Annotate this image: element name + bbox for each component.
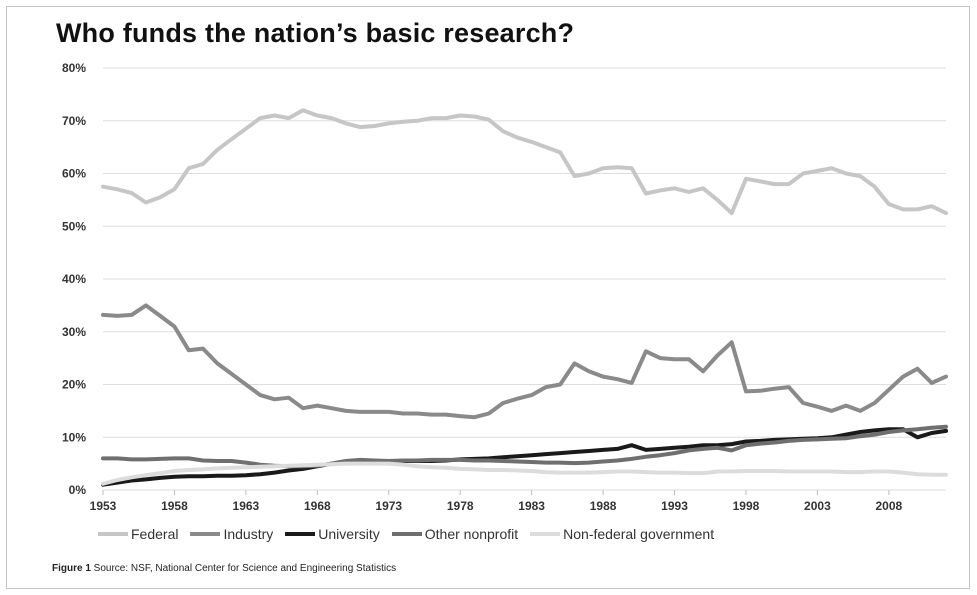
figure-caption: Figure 1 Source: NSF, National Center fo… <box>52 563 396 574</box>
x-tick-label: 1998 <box>733 499 760 513</box>
x-tick-label: 1983 <box>518 499 545 513</box>
x-tick-label: 1958 <box>161 499 188 513</box>
x-tick-label: 2008 <box>875 499 902 513</box>
x-tick-label: 1953 <box>90 499 117 513</box>
y-tick-label: 10% <box>62 430 86 444</box>
y-tick-label: 30% <box>62 325 86 339</box>
legend-label: University <box>318 526 380 542</box>
legend: Federal Industry University Other nonprofit… <box>98 524 726 544</box>
y-tick-label: 50% <box>62 219 86 233</box>
legend-swatch <box>98 532 128 536</box>
legend-swatch <box>530 532 561 536</box>
series-line-industry <box>101 303 948 420</box>
chart-title: Who funds the nation’s basic research? <box>56 18 575 48</box>
y-axis-ticks: 0% 10% 20% 30% 40% 50% 60% 70% 80% <box>62 61 86 497</box>
y-tick-label: 20% <box>62 378 86 392</box>
y-tick-label: 60% <box>62 167 86 181</box>
legend-label: Federal <box>131 526 179 542</box>
figure-source: Source: NSF, National Center for Science… <box>90 563 397 574</box>
x-tick-label: 1988 <box>590 499 617 513</box>
x-tick-label: 1978 <box>447 499 474 513</box>
x-axis-ticks: 1953 1958 1963 1968 1973 1978 1983 1988 1993 1998… <box>90 490 903 513</box>
series-line-other-nonprofit <box>101 424 948 469</box>
series-lines <box>101 108 948 487</box>
chart-frame <box>6 6 970 589</box>
x-tick-label: 1968 <box>304 499 331 513</box>
x-tick-label: 1963 <box>233 499 260 513</box>
y-tick-label: 70% <box>62 114 86 128</box>
legend-swatch <box>285 532 316 536</box>
legend-swatch <box>190 532 221 536</box>
y-tick-label: 40% <box>62 272 86 286</box>
legend-item-other-nonprofit: Other nonprofit <box>391 526 519 542</box>
x-tick-label: 1973 <box>375 499 402 513</box>
legend-label: Non-federal government <box>563 526 715 542</box>
y-tick-label: 80% <box>62 61 86 75</box>
legend-label: Industry <box>223 526 274 542</box>
legend-item-federal: Federal <box>98 526 178 542</box>
grid-lines <box>103 67 946 491</box>
legend-item-non-federal-government: Non-federal government <box>530 526 714 542</box>
series-line-non-federal-government <box>101 461 948 486</box>
legend-item-industry: Industry <box>190 526 273 542</box>
y-tick-label: 0% <box>69 483 87 497</box>
legend-item-university: University <box>285 526 380 542</box>
legend-swatch <box>391 532 422 536</box>
series-line-federal <box>101 108 948 216</box>
figure-label: Figure 1 <box>52 563 91 574</box>
legend-label: Other nonprofit <box>424 526 519 542</box>
x-tick-label: 1993 <box>661 499 688 513</box>
x-tick-label: 2003 <box>804 499 831 513</box>
